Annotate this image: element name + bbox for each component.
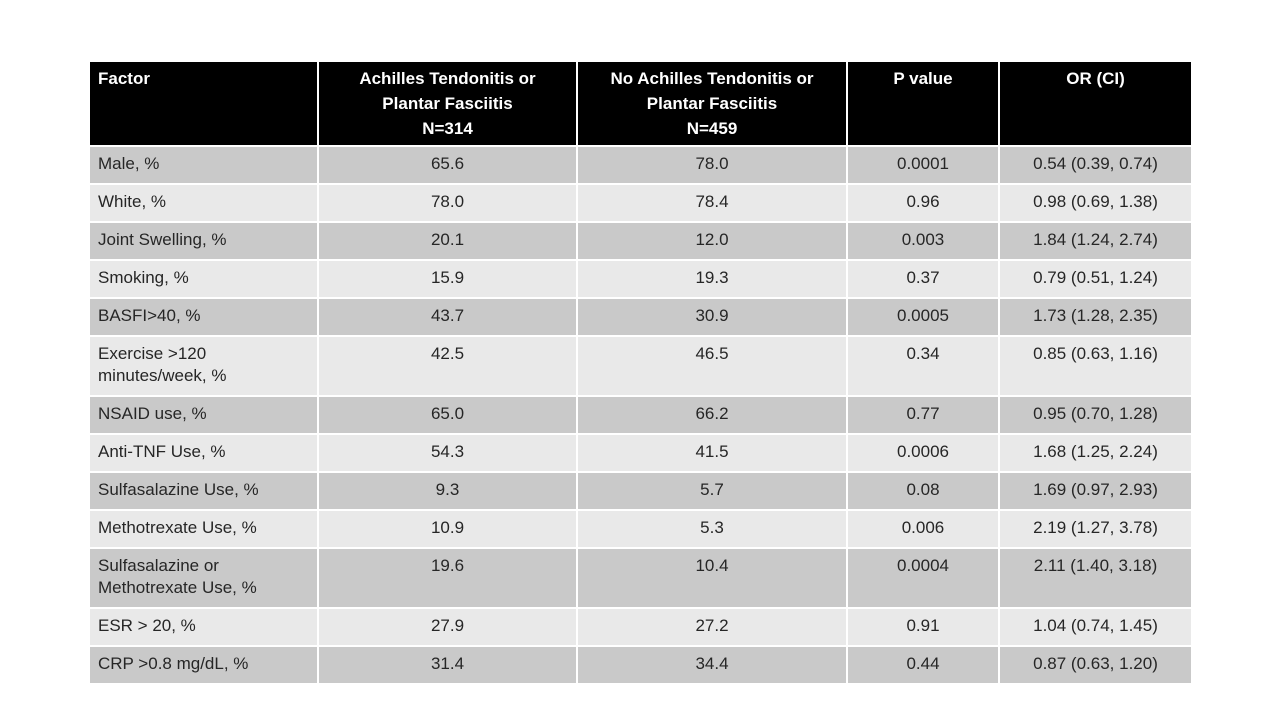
cell-no_achilles: 78.0 xyxy=(576,145,848,185)
table-row: Smoking, % 15.9 19.3 0.37 0.79 (0.51, 1.24) xyxy=(88,259,1193,299)
cell-no_achilles: 19.3 xyxy=(576,259,848,299)
cell-factor: Sulfasalazine Use, % xyxy=(88,471,319,511)
cell-or_ci: 1.68 (1.25, 2.24) xyxy=(998,433,1193,473)
cell-factor: Methotrexate Use, % xyxy=(88,509,319,549)
table-row: NSAID use, % 65.0 66.2 0.77 0.95 (0.70, 1.28… xyxy=(88,395,1193,435)
cell-p_value: 0.08 xyxy=(846,471,1000,511)
table-row: CRP >0.8 mg/dL, % 31.4 34.4 0.44 0.87 (0.63,… xyxy=(88,645,1193,685)
cell-achilles: 9.3 xyxy=(317,471,578,511)
table-row: BASFI>40, % 43.7 30.9 0.0005 1.73 (1.28, 2.3… xyxy=(88,297,1193,337)
cell-p_value: 0.0005 xyxy=(846,297,1000,337)
cell-achilles: 42.5 xyxy=(317,335,578,397)
cell-or_ci: 2.11 (1.40, 3.18) xyxy=(998,547,1193,609)
cell-p_value: 0.0006 xyxy=(846,433,1000,473)
column-header-p-value: P value xyxy=(846,60,1000,147)
cell-p_value: 0.91 xyxy=(846,607,1000,647)
cell-achilles: 20.1 xyxy=(317,221,578,261)
cell-achilles: 65.6 xyxy=(317,145,578,185)
cell-no_achilles: 46.5 xyxy=(576,335,848,397)
cell-factor: Exercise >120 minutes/week, % xyxy=(88,335,319,397)
cell-or_ci: 0.79 (0.51, 1.24) xyxy=(998,259,1193,299)
cell-or_ci: 1.69 (0.97, 2.93) xyxy=(998,471,1193,511)
column-header-factor: Factor xyxy=(88,60,319,147)
cell-achilles: 31.4 xyxy=(317,645,578,685)
table-row: Methotrexate Use, % 10.9 5.3 0.006 2.19 (1.2… xyxy=(88,509,1193,549)
cell-p_value: 0.0001 xyxy=(846,145,1000,185)
column-header-or-ci: OR (CI) xyxy=(998,60,1193,147)
cell-no_achilles: 27.2 xyxy=(576,607,848,647)
cell-or_ci: 1.73 (1.28, 2.35) xyxy=(998,297,1193,337)
cell-p_value: 0.006 xyxy=(846,509,1000,549)
cell-no_achilles: 5.7 xyxy=(576,471,848,511)
cell-factor: White, % xyxy=(88,183,319,223)
cell-achilles: 54.3 xyxy=(317,433,578,473)
table-header: Factor Achilles Tendonitis or Plantar Fa… xyxy=(88,60,1193,147)
cell-no_achilles: 34.4 xyxy=(576,645,848,685)
cell-no_achilles: 12.0 xyxy=(576,221,848,261)
cell-p_value: 0.44 xyxy=(846,645,1000,685)
cell-p_value: 0.77 xyxy=(846,395,1000,435)
table-row: Sulfasalazine Use, % 9.3 5.7 0.08 1.69 (0.97… xyxy=(88,471,1193,511)
cell-or_ci: 0.85 (0.63, 1.16) xyxy=(998,335,1193,397)
cell-achilles: 27.9 xyxy=(317,607,578,647)
table-row: ESR > 20, % 27.9 27.2 0.91 1.04 (0.74, 1.45) xyxy=(88,607,1193,647)
header-row: Factor Achilles Tendonitis or Plantar Fa… xyxy=(88,60,1193,147)
cell-factor: Anti-TNF Use, % xyxy=(88,433,319,473)
cell-or_ci: 2.19 (1.27, 3.78) xyxy=(998,509,1193,549)
table-row: Joint Swelling, % 20.1 12.0 0.003 1.84 (1.24… xyxy=(88,221,1193,261)
table-body: Male, % 65.6 78.0 0.0001 0.54 (0.39, 0.74) Wh… xyxy=(88,145,1193,685)
cell-p_value: 0.34 xyxy=(846,335,1000,397)
cell-no_achilles: 66.2 xyxy=(576,395,848,435)
cell-no_achilles: 5.3 xyxy=(576,509,848,549)
cell-or_ci: 1.04 (0.74, 1.45) xyxy=(998,607,1193,647)
results-table: Factor Achilles Tendonitis or Plantar Fa… xyxy=(88,60,1193,685)
cell-p_value: 0.003 xyxy=(846,221,1000,261)
cell-factor: Joint Swelling, % xyxy=(88,221,319,261)
cell-achilles: 19.6 xyxy=(317,547,578,609)
table-row: Anti-TNF Use, % 54.3 41.5 0.0006 1.68 (1.25,… xyxy=(88,433,1193,473)
column-header-no-achilles-group: No Achilles Tendonitis or Plantar Fascii… xyxy=(576,60,848,147)
cell-or_ci: 0.98 (0.69, 1.38) xyxy=(998,183,1193,223)
cell-no_achilles: 10.4 xyxy=(576,547,848,609)
cell-factor: Male, % xyxy=(88,145,319,185)
cell-or_ci: 0.54 (0.39, 0.74) xyxy=(998,145,1193,185)
cell-achilles: 43.7 xyxy=(317,297,578,337)
cell-or_ci: 0.87 (0.63, 1.20) xyxy=(998,645,1193,685)
cell-or_ci: 1.84 (1.24, 2.74) xyxy=(998,221,1193,261)
cell-achilles: 78.0 xyxy=(317,183,578,223)
cell-factor: Smoking, % xyxy=(88,259,319,299)
cell-no_achilles: 30.9 xyxy=(576,297,848,337)
cell-p_value: 0.96 xyxy=(846,183,1000,223)
cell-achilles: 65.0 xyxy=(317,395,578,435)
table-row: Male, % 65.6 78.0 0.0001 0.54 (0.39, 0.74) xyxy=(88,145,1193,185)
cell-factor: BASFI>40, % xyxy=(88,297,319,337)
column-header-achilles-group: Achilles Tendonitis or Plantar Fasciitis… xyxy=(317,60,578,147)
table-row: Exercise >120 minutes/week, % 42.5 46.5 0.3… xyxy=(88,335,1193,397)
cell-factor: ESR > 20, % xyxy=(88,607,319,647)
table-row: White, % 78.0 78.4 0.96 0.98 (0.69, 1.38) xyxy=(88,183,1193,223)
cell-factor: Sulfasalazine or Methotrexate Use, % xyxy=(88,547,319,609)
cell-factor: CRP >0.8 mg/dL, % xyxy=(88,645,319,685)
cell-p_value: 0.0004 xyxy=(846,547,1000,609)
cell-achilles: 15.9 xyxy=(317,259,578,299)
cell-achilles: 10.9 xyxy=(317,509,578,549)
cell-no_achilles: 78.4 xyxy=(576,183,848,223)
cell-no_achilles: 41.5 xyxy=(576,433,848,473)
cell-p_value: 0.37 xyxy=(846,259,1000,299)
cell-factor: NSAID use, % xyxy=(88,395,319,435)
cell-or_ci: 0.95 (0.70, 1.28) xyxy=(998,395,1193,435)
table-row: Sulfasalazine or Methotrexate Use, % 19.6… xyxy=(88,547,1193,609)
